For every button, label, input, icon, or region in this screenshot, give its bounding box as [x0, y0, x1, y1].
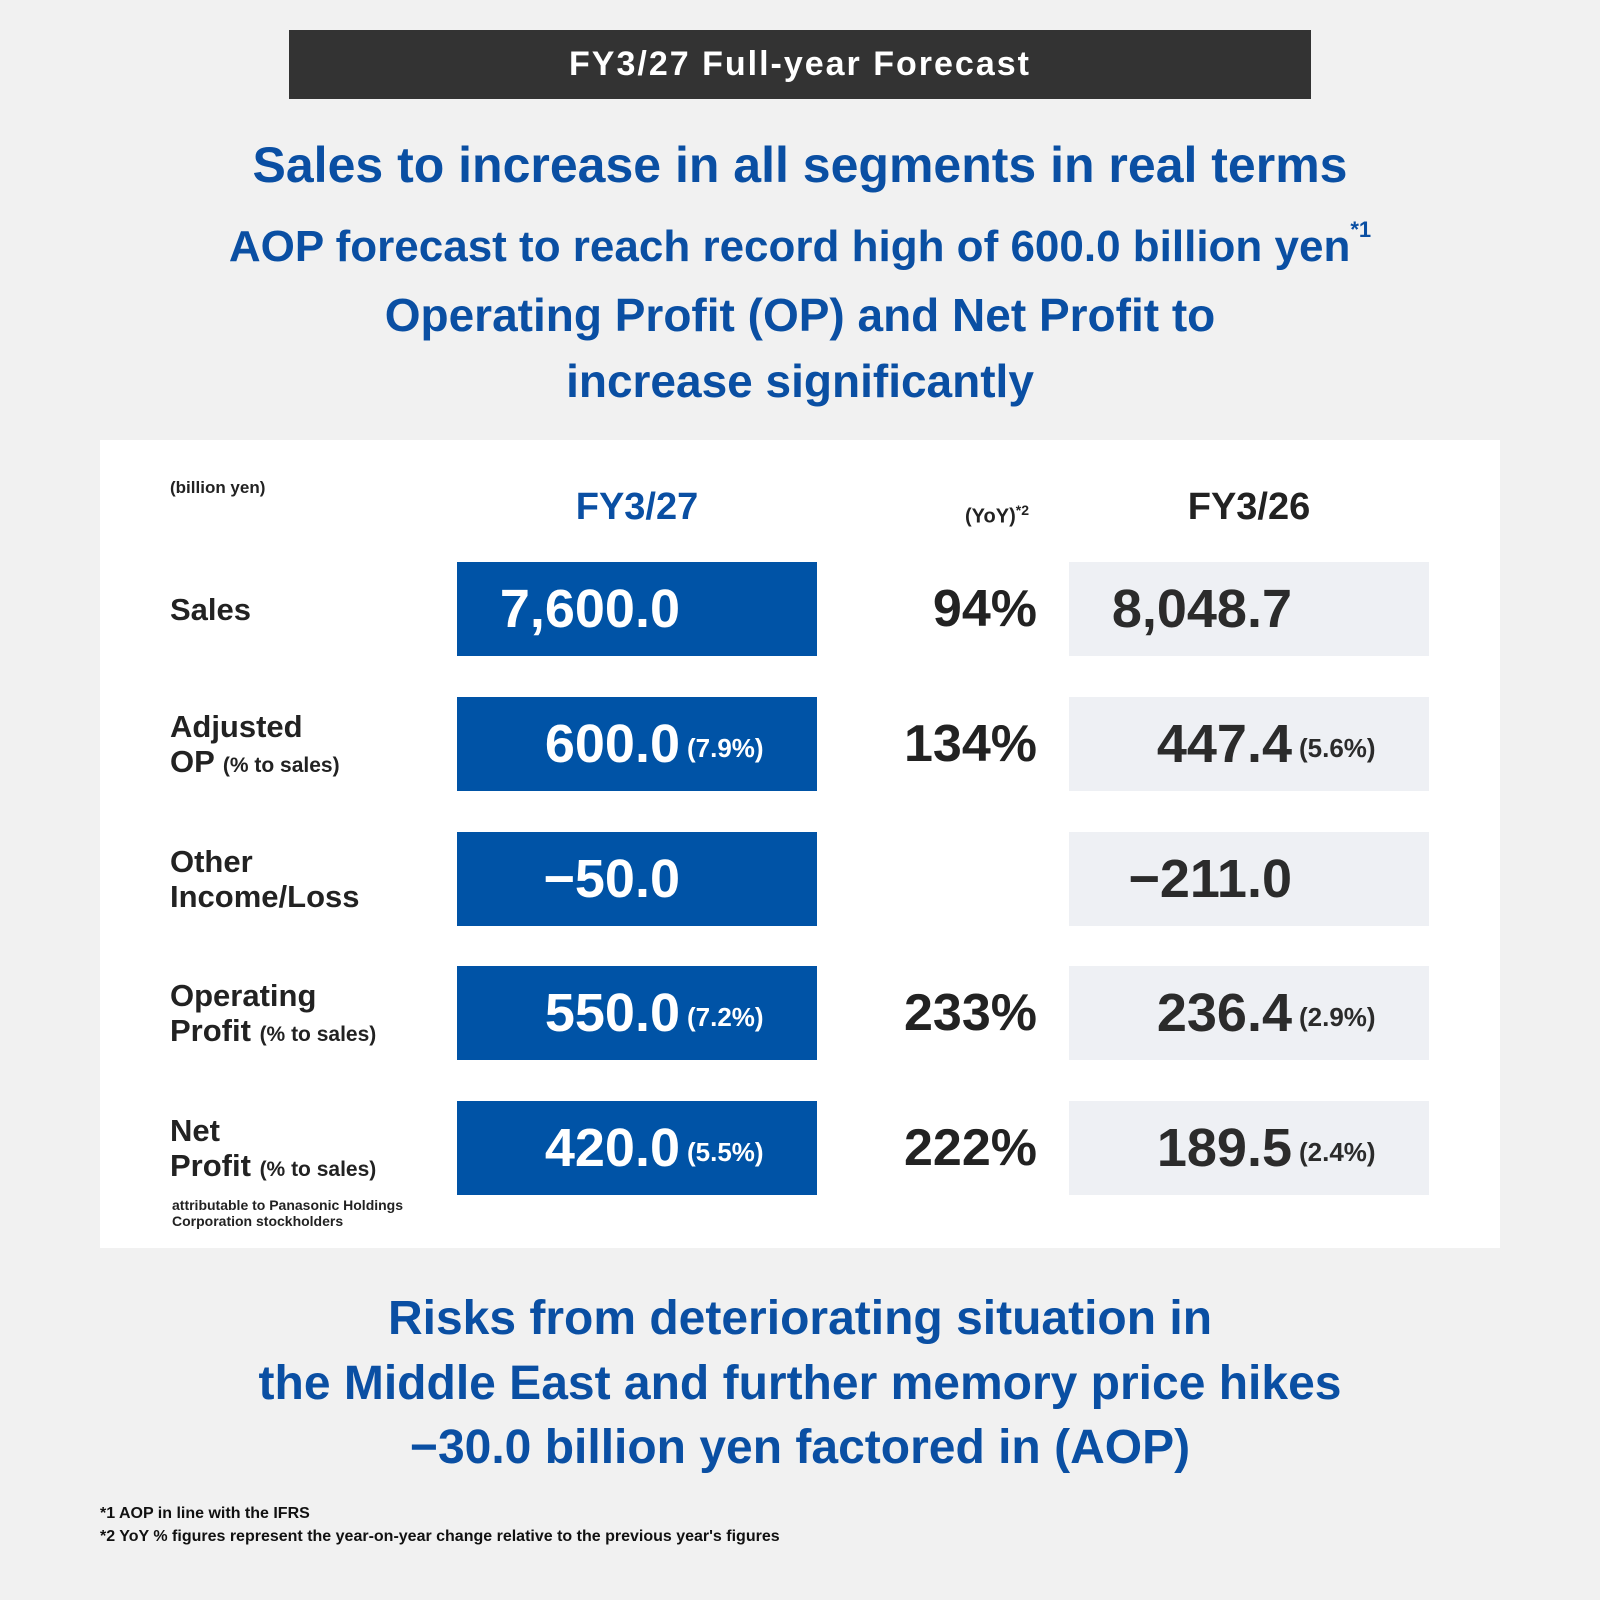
headline: AOP forecast to reach record high of 600…	[0, 219, 1600, 271]
current-value: 600.0	[544, 714, 680, 774]
current-value-box: 600.0 (7.9%)	[457, 697, 817, 791]
current-value-box: 420.0 (5.5%)	[457, 1101, 817, 1195]
current-value-box: 7,600.0	[457, 562, 817, 656]
table-panel: (billion yen) FY3/27 (YoY)*2 FY3/26 Sale…	[100, 440, 1500, 1248]
note-mark: *2	[1015, 502, 1029, 518]
row-label: Sales	[170, 592, 251, 627]
current-value: 7,600.0	[499, 579, 680, 639]
headline: Operating Profit (OP) and Net Profit to	[384, 289, 1216, 341]
row-label-line: Other	[170, 844, 360, 879]
row-label: Adjusted OP (% to sales)	[170, 709, 340, 783]
footer-headline: the Middle East and further memory price…	[258, 1357, 1342, 1410]
prior-value: 8,048.7	[1111, 579, 1292, 639]
row-label-line: Profit (% to sales)	[170, 1013, 376, 1052]
prior-pct: (2.4%)	[1299, 1137, 1376, 1167]
current-pct: (5.5%)	[687, 1137, 764, 1167]
footnote: *2 YoY % figures represent the year-on-y…	[100, 1528, 780, 1545]
footer-headline: Risks from deteriorating situation in	[387, 1292, 1213, 1345]
row-label-sub: (% to sales)	[259, 1158, 377, 1181]
prior-value-box: 447.4 (5.6%)	[1069, 697, 1429, 791]
yoy-value: 94%	[932, 580, 1037, 638]
current-pct: (7.9%)	[687, 733, 764, 763]
row-label-line: Income/Loss	[170, 879, 360, 914]
row-label-sub: (% to sales)	[222, 754, 340, 777]
row-label-sub: (% to sales)	[259, 1023, 377, 1046]
current-value: 420.0	[544, 1118, 680, 1178]
yoy-value: 134%	[904, 715, 1037, 773]
prior-pct: (2.9%)	[1299, 1002, 1376, 1032]
row-label-text: OP	[170, 744, 215, 779]
note-mark: *1	[1350, 217, 1372, 242]
column-header-text: (YoY)	[965, 505, 1016, 528]
headline: increase significantly	[566, 355, 1034, 407]
row-label-line: OP (% to sales)	[170, 744, 340, 783]
current-value: −50.0	[543, 849, 680, 909]
column-header: (YoY)*2	[932, 502, 1062, 529]
row-note: attributable to Panasonic Holdings Corpo…	[172, 1197, 404, 1229]
headline: Sales to increase in all segments in rea…	[252, 137, 1348, 193]
prior-value-box: −211.0	[1069, 832, 1429, 926]
row-label-text: Net	[170, 1113, 220, 1148]
prior-value-box: 189.5 (2.4%)	[1069, 1101, 1429, 1195]
row-label-text: Profit	[170, 1148, 251, 1183]
row-label-line: Sales	[170, 592, 251, 627]
current-value: 550.0	[544, 983, 680, 1043]
row-label-text: Profit	[170, 1013, 251, 1048]
prior-value: 236.4	[1156, 983, 1292, 1043]
row-label: Operating Profit (% to sales)	[170, 978, 376, 1052]
headline-text: AOP forecast to reach record high of 600…	[228, 222, 1351, 271]
row-label-text: Adjusted	[170, 709, 303, 744]
row-label-line: Operating	[170, 978, 376, 1013]
row-label-line: Profit (% to sales)	[170, 1148, 376, 1187]
row-label-text: Operating	[170, 978, 317, 1013]
row-label-text: Income/Loss	[170, 879, 360, 914]
prior-value-box: 236.4 (2.9%)	[1069, 966, 1429, 1060]
row-label: Other Income/Loss	[170, 844, 360, 914]
row-label-line: Net	[170, 1113, 376, 1148]
yoy-value: 222%	[904, 1119, 1037, 1177]
unit-label: (billion yen)	[170, 478, 266, 497]
prior-value: 189.5	[1156, 1118, 1292, 1178]
row-label: Net Profit (% to sales)	[170, 1113, 376, 1187]
column-header: FY3/27	[575, 486, 699, 528]
current-pct: (7.2%)	[687, 1002, 764, 1032]
prior-pct: (5.6%)	[1299, 733, 1376, 763]
column-header: FY3/26	[1187, 486, 1311, 528]
yoy-value: 233%	[904, 984, 1037, 1042]
prior-value: −211.0	[1128, 849, 1292, 909]
current-value-box: 550.0 (7.2%)	[457, 966, 817, 1060]
row-label-text: Other	[170, 844, 253, 879]
row-label-text: Sales	[170, 591, 252, 627]
footer-headline: −30.0 billion yen factored in (AOP)	[409, 1421, 1191, 1474]
current-value-box: −50.0	[457, 832, 817, 926]
banner: FY3/27 Full-year Forecast	[289, 30, 1311, 99]
footnote: *1 AOP in line with the IFRS	[100, 1505, 310, 1522]
prior-value: 447.4	[1156, 714, 1292, 774]
prior-value-box: 8,048.7	[1069, 562, 1429, 656]
row-label-line: Adjusted	[170, 709, 340, 744]
